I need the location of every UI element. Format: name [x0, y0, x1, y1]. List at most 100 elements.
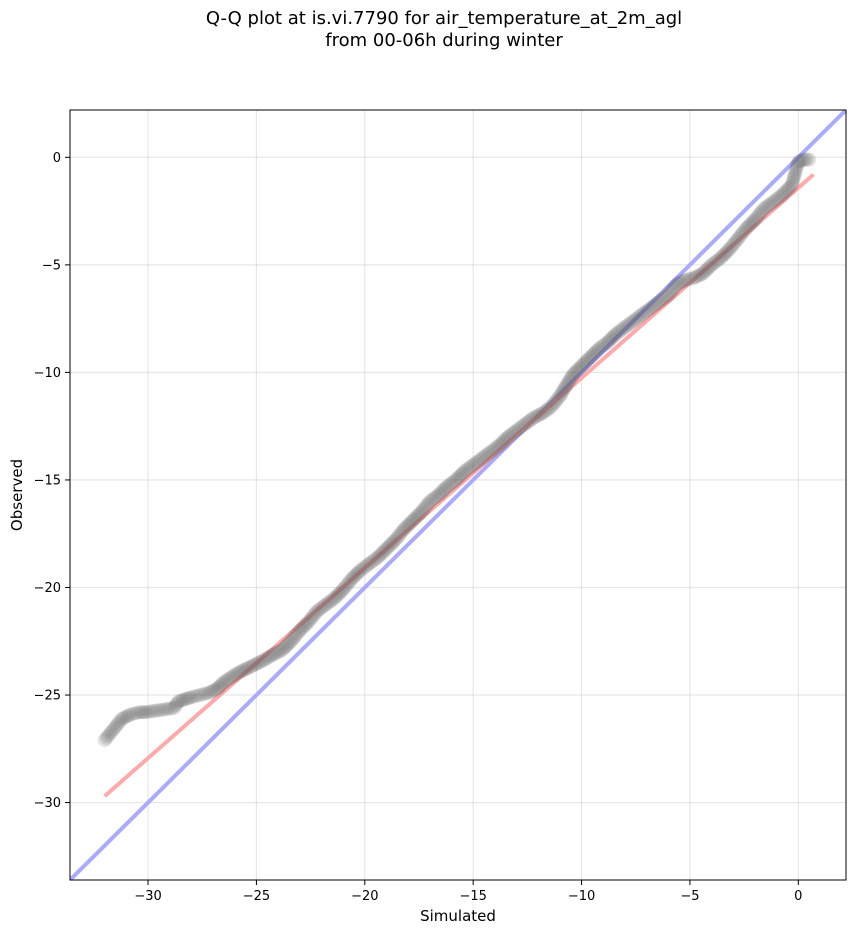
qq-point	[294, 621, 309, 636]
qq-point	[255, 653, 270, 668]
qq-point	[388, 533, 403, 548]
qq-point	[579, 353, 594, 368]
y-tick-label: −10	[34, 366, 61, 381]
qq-point	[422, 494, 437, 509]
qq-point	[115, 711, 129, 726]
qq-point	[777, 185, 792, 200]
qq-point	[386, 534, 401, 549]
qq-point	[374, 546, 389, 561]
qq-point	[479, 448, 494, 463]
qq-point	[357, 560, 372, 575]
qq-point	[299, 616, 314, 631]
qq-point	[791, 154, 806, 169]
qq-point	[604, 331, 618, 346]
qq-point	[296, 620, 311, 635]
qq-point	[795, 153, 810, 168]
qq-point	[767, 193, 782, 208]
qq-point	[364, 555, 379, 570]
qq-point	[253, 654, 268, 669]
qq-point	[535, 406, 550, 421]
qq-point	[376, 545, 390, 560]
qq-point	[513, 420, 528, 435]
qq-point	[572, 360, 587, 375]
qq-point	[393, 526, 408, 541]
qq-point	[419, 498, 434, 513]
qq-point	[312, 602, 327, 617]
qq-point	[721, 242, 736, 257]
qq-point	[495, 435, 510, 450]
qq-point	[588, 345, 603, 360]
qq-point	[611, 325, 626, 340]
qq-point	[654, 292, 669, 307]
qq-point	[134, 705, 149, 720]
qq-point	[622, 317, 637, 331]
qq-point	[212, 680, 226, 694]
qq-point	[104, 724, 119, 739]
qq-point	[141, 704, 156, 719]
y-tick-label: −15	[34, 473, 61, 488]
qq-point	[285, 632, 300, 647]
qq-point	[111, 716, 126, 730]
qq-point	[384, 536, 399, 551]
qq-point	[578, 355, 592, 370]
qq-point	[511, 421, 526, 436]
qq-point	[549, 393, 564, 408]
qq-point	[346, 570, 361, 585]
qq-point	[175, 693, 190, 707]
qq-point	[129, 706, 144, 720]
y-tick-label: −5	[42, 258, 61, 273]
qq-point	[206, 683, 221, 698]
qq-point	[551, 391, 566, 406]
qq-point	[739, 221, 754, 236]
qq-point	[287, 630, 302, 644]
qq-point	[737, 223, 752, 238]
qq-point	[628, 312, 643, 327]
qq-point	[701, 261, 716, 276]
qq-point	[563, 371, 578, 386]
qq-point	[329, 589, 344, 604]
qq-point	[182, 690, 197, 705]
qq-point	[468, 456, 483, 471]
grid	[70, 110, 846, 880]
y-tick-label: −30	[34, 796, 61, 811]
qq-point	[713, 251, 728, 266]
qq-point	[106, 722, 121, 737]
qq-point	[591, 341, 606, 356]
qq-point	[227, 668, 242, 682]
qq-point	[728, 234, 743, 249]
qq-point	[121, 708, 136, 723]
qq-point	[702, 259, 717, 274]
qq-point	[708, 254, 723, 269]
qq-point	[353, 563, 368, 578]
chart-title-line-2: from 00-06h during winter	[325, 30, 563, 51]
qq-point	[177, 692, 192, 707]
qq-point	[483, 445, 498, 459]
qq-point	[464, 459, 478, 474]
qq-point	[531, 408, 546, 423]
qq-point	[537, 404, 552, 419]
qq-point	[99, 731, 114, 745]
qq-point	[429, 489, 444, 504]
x-tick-label: −10	[568, 889, 595, 904]
qq-point	[765, 195, 780, 210]
qq-point	[789, 162, 804, 177]
qq-point	[102, 726, 117, 741]
qq-point	[687, 270, 702, 285]
qq-point	[586, 346, 601, 361]
qq-point	[524, 412, 539, 427]
qq-point	[695, 266, 710, 281]
qq-point	[779, 183, 794, 198]
qq-point	[318, 597, 333, 612]
qq-point	[339, 578, 354, 593]
qq-point	[626, 313, 641, 328]
qq-point	[377, 543, 392, 558]
qq-point	[693, 267, 708, 282]
qq-point	[783, 180, 797, 195]
qq-point	[497, 433, 512, 448]
qq-point	[749, 210, 764, 225]
qq-point	[306, 608, 321, 623]
qq-point	[425, 492, 439, 507]
qq-point	[400, 519, 415, 533]
x-axis-label: Simulated	[420, 907, 496, 925]
